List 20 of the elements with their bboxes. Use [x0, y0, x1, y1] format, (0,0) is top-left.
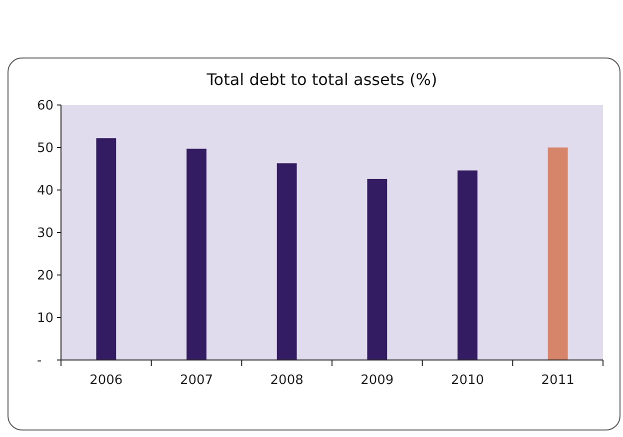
y-tick-label: 40 [37, 184, 54, 199]
y-tick-label: 50 [37, 141, 54, 156]
bar [96, 138, 116, 360]
x-tick-label: 2010 [450, 373, 484, 388]
x-tick-label: 2011 [541, 373, 574, 388]
bar [186, 148, 206, 360]
bar [367, 178, 388, 360]
y-tick-label: 60 [37, 98, 54, 114]
x-tick-label: 2008 [270, 373, 304, 388]
x-tick-label: 2006 [90, 373, 123, 388]
x-tick-label: 2009 [360, 373, 394, 388]
y-tick-label: 30 [37, 226, 54, 242]
y-tick-label: - [37, 354, 42, 369]
bar [548, 148, 568, 360]
x-tick-label: 2007 [180, 373, 214, 388]
y-tick-label: 10 [37, 311, 54, 326]
y-tick-label: 20 [37, 268, 54, 284]
bar [458, 170, 478, 360]
chart-title: Total debt to total assets (%) [206, 70, 438, 89]
bar [276, 163, 297, 360]
